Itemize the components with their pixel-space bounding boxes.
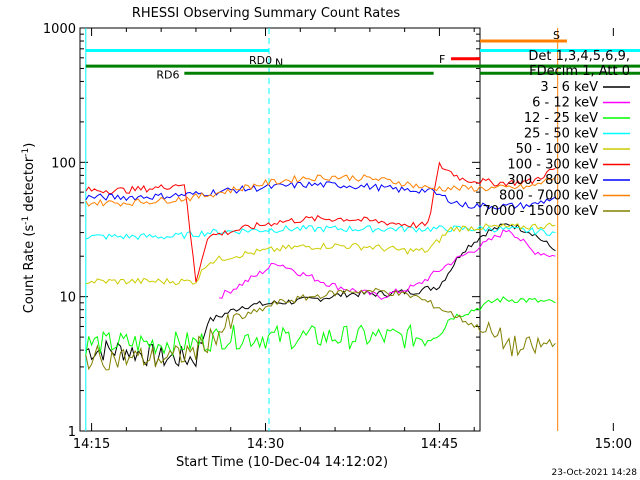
- series-lines: [85, 161, 556, 371]
- legend-label: 300 - 800 keV: [507, 173, 598, 188]
- generation-timestamp: 23-Oct-2021 14:28: [552, 468, 638, 478]
- y-axis-label: Count Rate (s-1 detector-1): [21, 143, 37, 314]
- legend: Det 1,3,4,5,6,9,FDecim 1, Att 03 - 6 keV…: [483, 49, 630, 219]
- legend-header-2: FDecim 1, Att 0: [529, 64, 630, 79]
- x-tick-label: 14:30: [247, 437, 284, 452]
- legend-label: 25 - 50 keV: [524, 127, 598, 142]
- y-label-sup-1: -1: [21, 216, 31, 225]
- flag-label: S: [553, 29, 560, 42]
- chart-title: RHESSI Observing Summary Count Rates: [132, 6, 401, 21]
- series-line: [85, 296, 556, 357]
- y-label-part-1: Count Rate (s: [22, 225, 37, 314]
- legend-label: 50 - 100 keV: [516, 142, 599, 157]
- y-tick-label: 1000: [43, 22, 76, 37]
- x-axis-label: Start Time (10-Dec-04 14:12:02): [176, 455, 388, 470]
- y-tick-label: 100: [51, 156, 76, 171]
- legend-label: 100 - 300 keV: [507, 158, 598, 173]
- legend-label: 6 - 12 keV: [532, 96, 598, 111]
- x-tick-label: 14:15: [73, 437, 110, 452]
- legend-label: 3 - 6 keV: [540, 80, 598, 95]
- y-label-sup-2: -1: [21, 148, 31, 157]
- y-tick-label: 1: [68, 425, 76, 440]
- series-line: [85, 174, 556, 207]
- legend-label: 7000 - 15000 keV: [483, 204, 599, 219]
- legend-label: 800 - 7000 keV: [499, 189, 598, 204]
- series-line: [85, 223, 556, 368]
- series-line: [85, 224, 556, 241]
- y-label-part-2: detector: [22, 156, 37, 216]
- flag-label: RD0: [249, 54, 272, 67]
- series-line: [85, 222, 556, 286]
- series-line: [85, 161, 556, 283]
- series-line: [219, 229, 556, 301]
- series-line: [85, 287, 556, 371]
- y-label-part-3: ): [22, 143, 37, 148]
- flag-label: F: [439, 53, 445, 66]
- x-tick-label: 14:45: [421, 437, 458, 452]
- flag-label: N: [275, 56, 283, 69]
- orbit-lines: [85, 28, 559, 431]
- x-tick-label: 15:00: [595, 437, 632, 452]
- legend-header-1: Det 1,3,4,5,6,9,: [528, 49, 630, 64]
- legend-label: 12 - 25 keV: [524, 111, 598, 126]
- flag-label: RD6: [156, 68, 179, 81]
- y-tick-label: 10: [59, 291, 76, 306]
- axis-ticks: 14:1514:3014:4515:0015:1515:3015:4511010…: [43, 22, 632, 452]
